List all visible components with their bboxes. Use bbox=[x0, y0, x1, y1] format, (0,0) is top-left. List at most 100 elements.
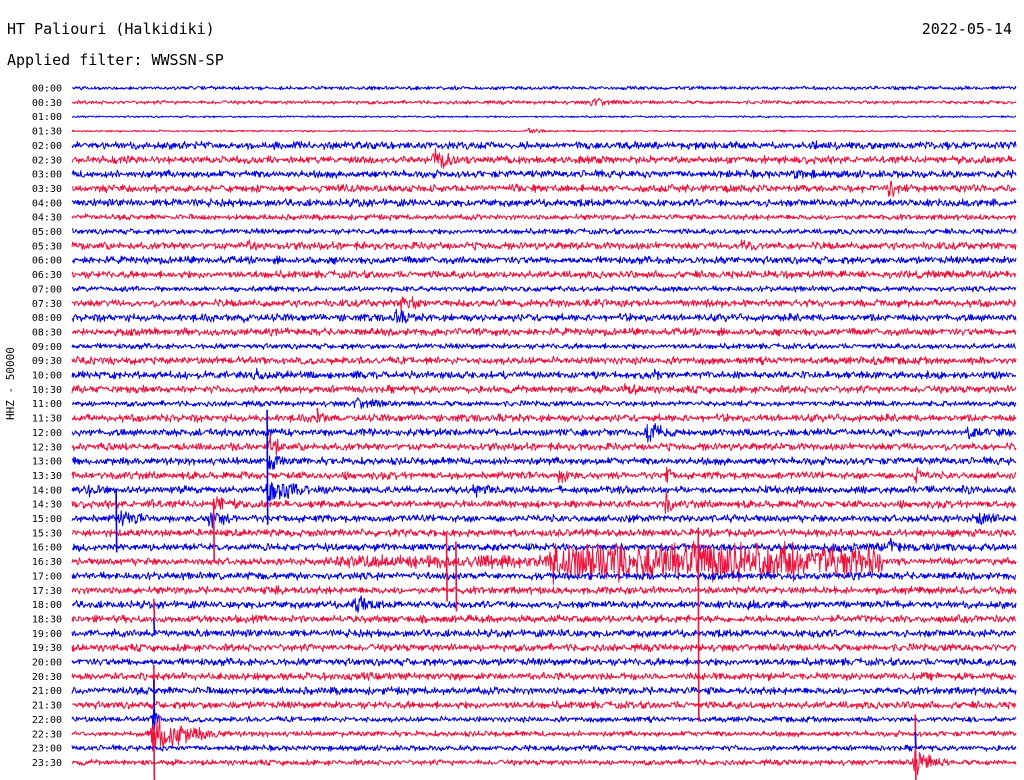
trace-1130 bbox=[71, 412, 1017, 423]
time-tick-1530: 15:30 bbox=[32, 528, 62, 539]
time-tick-2300: 23:00 bbox=[32, 744, 62, 755]
trace-1830 bbox=[71, 614, 1017, 624]
time-tick-0400: 04:00 bbox=[32, 198, 62, 209]
trace-0430 bbox=[71, 213, 1017, 221]
trace-2130 bbox=[71, 700, 1017, 710]
trace-0630 bbox=[71, 269, 1017, 280]
trace-0600 bbox=[71, 255, 1017, 265]
time-tick-2330: 23:30 bbox=[32, 758, 62, 769]
time-tick-0730: 07:30 bbox=[32, 299, 62, 310]
station-name: HT Paliouri (Halkidiki) bbox=[7, 20, 215, 38]
trace-0500 bbox=[71, 227, 1017, 235]
trace-0900 bbox=[71, 342, 1017, 350]
time-tick-0600: 06:00 bbox=[32, 256, 62, 267]
time-tick-2100: 21:00 bbox=[32, 686, 62, 697]
trace-1200 bbox=[71, 423, 1017, 443]
trace-1600 bbox=[71, 537, 1017, 553]
trace-1730 bbox=[71, 585, 1017, 596]
time-tick-0500: 05:00 bbox=[32, 227, 62, 238]
trace-1400 bbox=[71, 482, 1017, 502]
time-tick-0230: 02:30 bbox=[32, 155, 62, 166]
trace-1230 bbox=[71, 432, 1017, 456]
trace-1030 bbox=[71, 383, 1017, 395]
trace-2230 bbox=[71, 715, 1017, 752]
spike-6 bbox=[212, 498, 215, 563]
time-tick-0830: 08:30 bbox=[32, 327, 62, 338]
time-tick-0000: 00:00 bbox=[32, 84, 62, 95]
time-tick-0100: 01:00 bbox=[32, 112, 62, 123]
trace-0830 bbox=[71, 327, 1017, 337]
filter-label: Applied filter: WWSSN-SP bbox=[7, 51, 224, 69]
trace-0230 bbox=[71, 148, 1017, 169]
trace-1630 bbox=[71, 540, 1017, 585]
trace-1100 bbox=[72, 397, 1017, 410]
time-tick-0700: 07:00 bbox=[32, 284, 62, 295]
trace-0800 bbox=[71, 308, 1017, 324]
trace-1330 bbox=[71, 466, 1017, 484]
trace-2200 bbox=[71, 709, 1017, 731]
time-tick-2200: 22:00 bbox=[32, 715, 62, 726]
trace-1900 bbox=[71, 628, 1017, 638]
trace-0400 bbox=[71, 198, 1017, 208]
spike-10 bbox=[914, 714, 917, 780]
time-tick-1830: 18:30 bbox=[32, 614, 62, 625]
trace-0300 bbox=[71, 169, 1017, 180]
time-tick-0330: 03:30 bbox=[32, 184, 62, 195]
time-tick-1300: 13:00 bbox=[32, 457, 62, 468]
time-tick-0930: 09:30 bbox=[32, 356, 62, 367]
trace-0030 bbox=[71, 97, 1017, 107]
time-tick-1330: 13:30 bbox=[32, 471, 62, 482]
trace-1300 bbox=[71, 455, 1017, 470]
time-tick-0130: 01:30 bbox=[32, 127, 62, 138]
spike-8 bbox=[153, 617, 156, 634]
time-tick-0030: 00:30 bbox=[32, 98, 62, 109]
trace-2100 bbox=[71, 686, 1017, 696]
spike-13 bbox=[455, 541, 458, 612]
spike-2 bbox=[153, 723, 156, 780]
time-tick-1130: 11:30 bbox=[32, 414, 62, 425]
trace-0200 bbox=[71, 140, 1017, 151]
time-tick-2030: 20:30 bbox=[32, 672, 62, 683]
spike-12 bbox=[445, 533, 448, 602]
time-tick-0530: 05:30 bbox=[32, 241, 62, 252]
time-tick-1430: 14:30 bbox=[32, 500, 62, 511]
trace-0330 bbox=[71, 180, 1017, 198]
spike-1 bbox=[153, 679, 156, 720]
trace-2330 bbox=[71, 750, 1017, 776]
trace-2000 bbox=[71, 657, 1017, 667]
spike-14 bbox=[316, 408, 319, 419]
trace-group bbox=[71, 85, 1017, 780]
trace-1430 bbox=[71, 491, 1017, 514]
trace-1930 bbox=[71, 643, 1017, 653]
trace-0100 bbox=[71, 115, 1017, 119]
trace-1500 bbox=[71, 510, 1017, 529]
trace-0130 bbox=[71, 127, 1017, 134]
trace-0000 bbox=[71, 85, 1017, 91]
trace-1800 bbox=[71, 595, 1017, 613]
time-tick-0800: 08:00 bbox=[32, 313, 62, 324]
spike-9 bbox=[153, 598, 156, 619]
time-tick-1600: 16:00 bbox=[32, 543, 62, 554]
record-date: 2022-05-14 bbox=[921, 20, 1012, 38]
time-tick-1930: 19:30 bbox=[32, 643, 62, 654]
spike-3 bbox=[697, 527, 700, 722]
time-tick-2000: 20:00 bbox=[32, 658, 62, 669]
time-tick-0900: 09:00 bbox=[32, 342, 62, 353]
time-tick-1200: 12:00 bbox=[32, 428, 62, 439]
trace-0730 bbox=[71, 296, 1017, 312]
trace-2300 bbox=[71, 744, 1017, 752]
trace-1700 bbox=[71, 571, 1017, 581]
time-tick-1400: 14:00 bbox=[32, 485, 62, 496]
time-tick-1230: 12:30 bbox=[32, 442, 62, 453]
trace-1530 bbox=[71, 528, 1017, 538]
time-tick-1100: 11:00 bbox=[32, 399, 62, 410]
spike-7 bbox=[115, 488, 118, 553]
spike-11 bbox=[914, 732, 917, 749]
trace-0530 bbox=[71, 239, 1017, 251]
trace-0700 bbox=[71, 285, 1017, 293]
time-tick-1700: 17:00 bbox=[32, 571, 62, 582]
time-tick-1730: 17:30 bbox=[32, 586, 62, 597]
time-tick-1800: 18:00 bbox=[32, 600, 62, 611]
trace-2030 bbox=[71, 671, 1017, 682]
